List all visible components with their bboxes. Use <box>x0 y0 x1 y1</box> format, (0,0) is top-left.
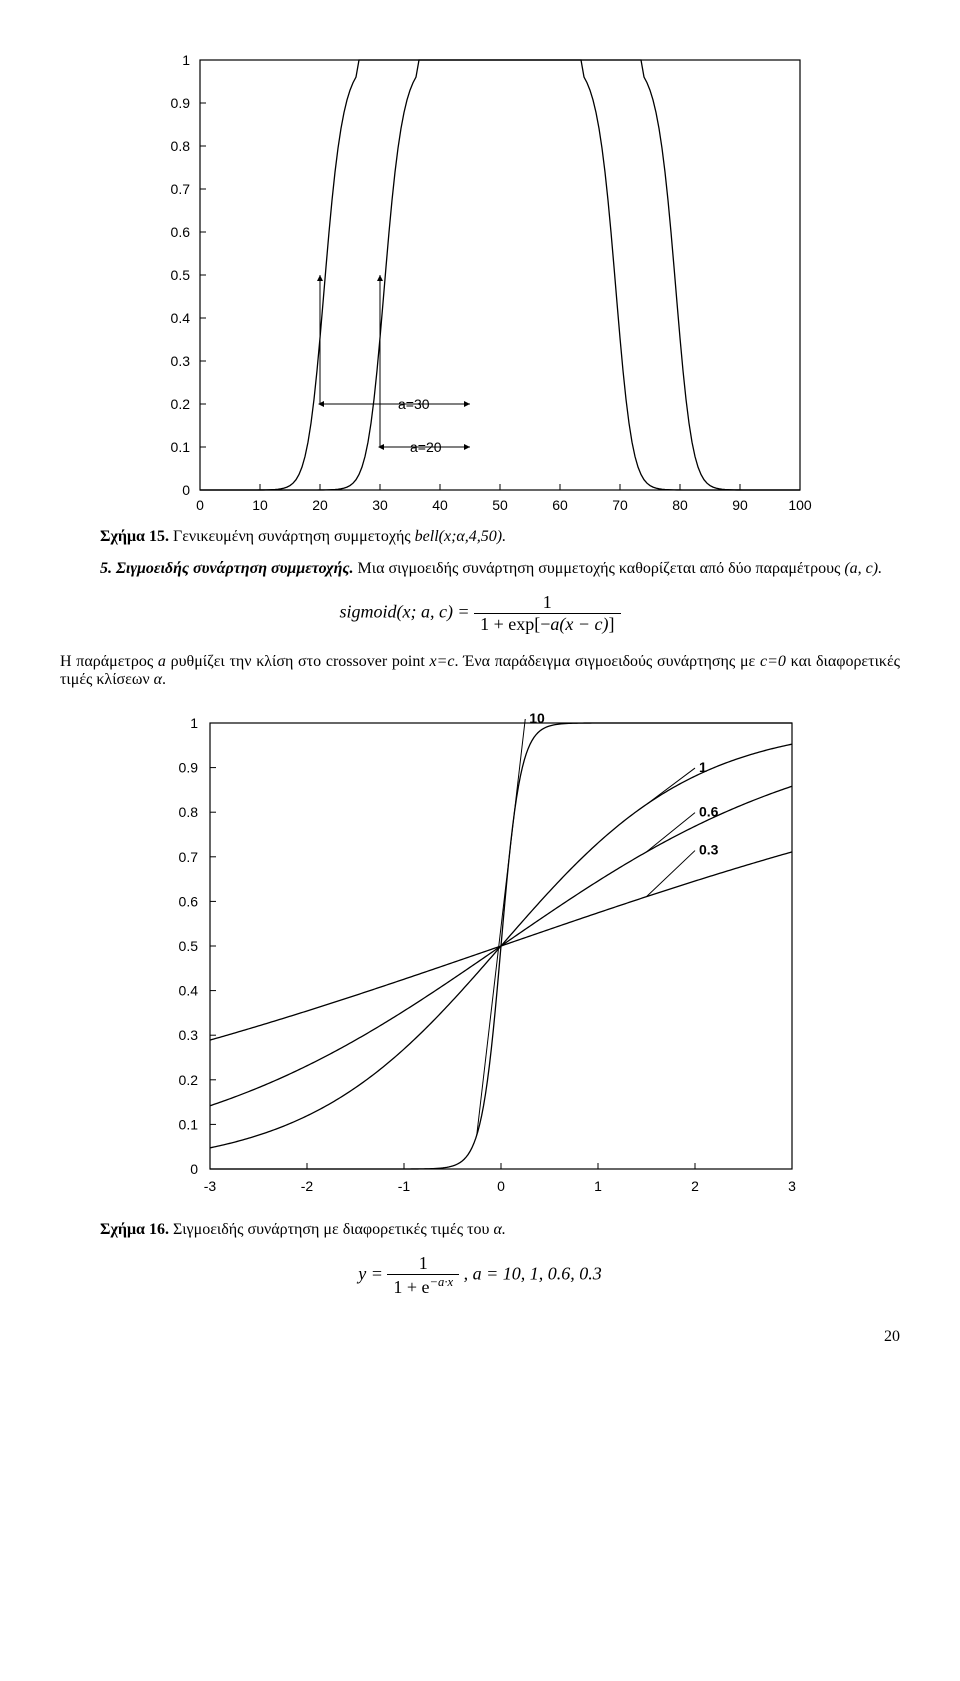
caption-16-bold: Σχήμα 16. <box>100 1221 169 1238</box>
caption-15-text: Γενικευμένη συνάρτηση συμμετοχής <box>169 528 415 545</box>
bell-chart-svg: 0 10 20 30 40 50 60 70 80 90 100 0 0.1 0.2 0.3 0.4 0.5 0.… <box>140 50 820 520</box>
caption-15: Σχήμα 15. Γενικευμένη συνάρτηση συμμετοχ… <box>60 528 900 546</box>
svg-text:0.3: 0.3 <box>179 1027 199 1043</box>
svg-text:0: 0 <box>196 497 204 513</box>
formula1-den: 1 + exp[−a(x − c)] <box>474 614 620 635</box>
section-5-params: (a, c). <box>844 560 882 577</box>
svg-text:0: 0 <box>190 1161 198 1177</box>
page-number: 20 <box>60 1328 900 1346</box>
svg-text:-2: -2 <box>301 1178 314 1194</box>
formula2-lhs: y = <box>358 1264 387 1284</box>
bell-chart: 0 10 20 30 40 50 60 70 80 90 100 0 0.1 0.2 0.3 0.4 0.5 0.… <box>60 50 900 520</box>
svg-text:0.2: 0.2 <box>179 1072 199 1088</box>
svg-text:1: 1 <box>594 1178 602 1194</box>
svg-text:0.5: 0.5 <box>171 267 191 283</box>
svg-text:50: 50 <box>492 497 508 513</box>
caption-16-text: Σιγμοειδής συνάρτηση με διαφορετικές τιμ… <box>169 1221 494 1238</box>
section-5-para: 5. Σιγμοειδής συνάρτηση συμμετοχής. Μια … <box>60 560 900 578</box>
svg-text:0.1: 0.1 <box>171 439 191 455</box>
svg-text:30: 30 <box>372 497 388 513</box>
section-5-body: Μια σιγμοειδής συνάρτηση συμμετοχής καθο… <box>354 560 845 577</box>
caption-16-ital: α. <box>493 1221 505 1238</box>
formula2-rhs: , a = 10, 1, 0.6, 0.3 <box>464 1264 602 1284</box>
svg-text:0.4: 0.4 <box>179 983 199 999</box>
svg-text:0.8: 0.8 <box>179 804 199 820</box>
svg-text:a=20: a=20 <box>410 439 442 455</box>
svg-text:a=30: a=30 <box>398 396 430 412</box>
svg-text:3: 3 <box>788 1178 796 1194</box>
formula1-num: 1 <box>474 592 620 614</box>
caption-15-ital: bell(x;α,4,50). <box>415 528 506 545</box>
svg-text:10: 10 <box>529 710 545 726</box>
svg-text:0: 0 <box>182 482 190 498</box>
svg-text:1: 1 <box>699 759 707 775</box>
formula-sigmoid: sigmoid(x; a, c) = 1 1 + exp[−a(x − c)] <box>60 592 900 635</box>
caption-16: Σχήμα 16. Σιγμοειδής συνάρτηση με διαφορ… <box>60 1221 900 1239</box>
svg-text:0: 0 <box>497 1178 505 1194</box>
formula2-frac: 1 1 + e−a·x <box>387 1253 459 1298</box>
svg-text:80: 80 <box>672 497 688 513</box>
svg-text:100: 100 <box>788 497 812 513</box>
svg-text:0.5: 0.5 <box>179 938 199 954</box>
section-5-title: Σιγμοειδής συνάρτηση συμμετοχής. <box>116 560 354 577</box>
svg-text:-3: -3 <box>204 1178 217 1194</box>
svg-text:0.6: 0.6 <box>179 893 199 909</box>
formula2-den: 1 + e−a·x <box>387 1275 459 1298</box>
svg-text:0.2: 0.2 <box>171 396 191 412</box>
svg-text:0.4: 0.4 <box>171 310 191 326</box>
svg-text:2: 2 <box>691 1178 699 1194</box>
sigmoid-chart-svg: -3 -2 -1 0 1 2 3 0 0.1 0.2 0.3 0.4 0.5 0.6 0.7 0.8 0.9 1 1… <box>140 703 820 1213</box>
svg-text:1: 1 <box>182 52 190 68</box>
svg-text:20: 20 <box>312 497 328 513</box>
svg-text:0.3: 0.3 <box>171 353 191 369</box>
svg-text:1: 1 <box>190 715 198 731</box>
svg-text:0.6: 0.6 <box>171 224 191 240</box>
formula2-num: 1 <box>387 1253 459 1275</box>
svg-text:0.9: 0.9 <box>179 760 199 776</box>
svg-text:0.3: 0.3 <box>699 842 719 858</box>
svg-text:0.6: 0.6 <box>699 804 719 820</box>
svg-text:0.7: 0.7 <box>179 849 199 865</box>
caption-15-bold: Σχήμα 15. <box>100 528 169 545</box>
svg-text:-1: -1 <box>398 1178 411 1194</box>
para-2: Η παράμετρος a ρυθμίζει την κλίση στο cr… <box>60 653 900 689</box>
svg-text:90: 90 <box>732 497 748 513</box>
sigmoid-chart: -3 -2 -1 0 1 2 3 0 0.1 0.2 0.3 0.4 0.5 0.6 0.7 0.8 0.9 1 1… <box>60 703 900 1213</box>
svg-text:40: 40 <box>432 497 448 513</box>
formula1-lhs: sigmoid(x; a, c) = <box>339 602 474 622</box>
svg-text:0.9: 0.9 <box>171 95 191 111</box>
section-5-number: 5. <box>100 560 112 577</box>
svg-text:0.1: 0.1 <box>179 1116 199 1132</box>
svg-text:0.8: 0.8 <box>171 138 191 154</box>
svg-text:10: 10 <box>252 497 268 513</box>
svg-text:70: 70 <box>612 497 628 513</box>
formula-y: y = 1 1 + e−a·x , a = 10, 1, 0.6, 0.3 <box>60 1253 900 1298</box>
svg-text:60: 60 <box>552 497 568 513</box>
formula1-frac: 1 1 + exp[−a(x − c)] <box>474 592 620 635</box>
svg-text:0.7: 0.7 <box>171 181 191 197</box>
